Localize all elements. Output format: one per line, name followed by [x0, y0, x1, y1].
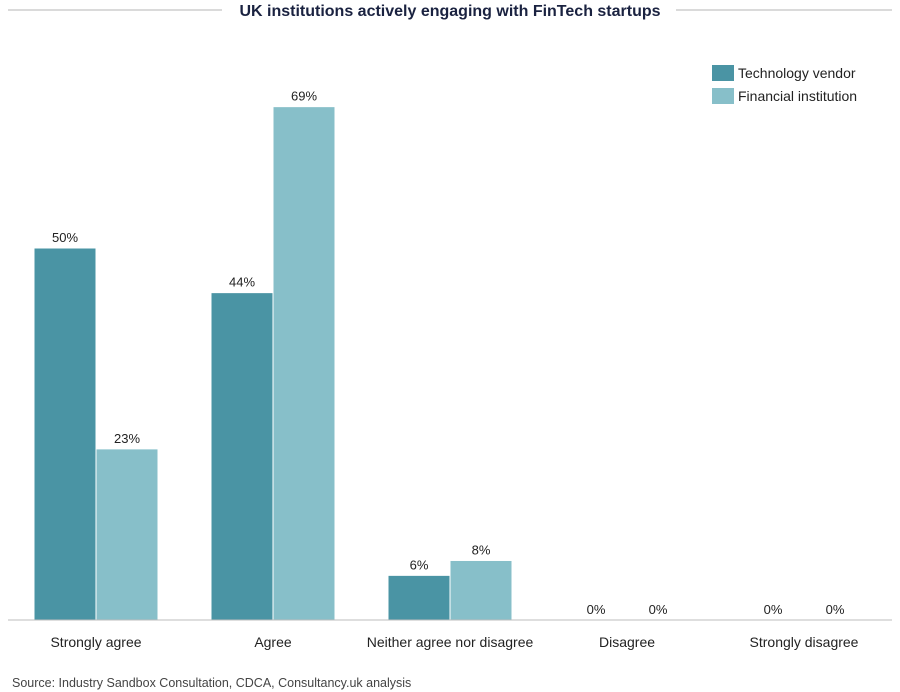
- data-label-strongly-disagree-series-1: 0%: [826, 602, 845, 617]
- bar-strongly-agree-series-1: [95, 448, 159, 621]
- legend-label-series-1: Financial institution: [738, 88, 857, 104]
- data-label-agree-series-1: 69%: [291, 89, 317, 104]
- bar-neither-agree-nor-disagree-series-0: [387, 574, 451, 621]
- x-tick-label: Agree: [254, 634, 292, 650]
- bar-agree-series-1: [272, 106, 336, 621]
- x-tick-labels: Strongly agree Agree Neither agree nor dis…: [50, 634, 858, 650]
- bar-neither-agree-nor-disagree-series-1: [449, 559, 513, 621]
- data-label-agree-series-0: 44%: [229, 275, 255, 290]
- data-label-strongly-agree-series-1: 23%: [114, 431, 140, 446]
- x-tick-label: Strongly disagree: [750, 634, 859, 650]
- data-label-neither-agree-nor-disagree-series-1: 8%: [472, 542, 491, 557]
- legend-swatch-series-0: [712, 65, 734, 81]
- chart-title: UK institutions actively engaging with F…: [239, 3, 660, 20]
- data-label-strongly-agree-series-0: 50%: [52, 230, 78, 245]
- x-tick-label: Neither agree nor disagree: [367, 634, 534, 650]
- data-label-strongly-disagree-series-0: 0%: [764, 602, 783, 617]
- x-tick-label: Disagree: [599, 634, 655, 650]
- legend-swatch-series-1: [712, 88, 734, 104]
- legend-label-series-0: Technology vendor: [738, 65, 856, 81]
- bar-strongly-agree-series-0: [33, 247, 97, 621]
- bar-agree-series-0: [210, 292, 274, 621]
- source-note: Source: Industry Sandbox Consultation, C…: [12, 676, 411, 690]
- x-tick-label: Strongly agree: [50, 634, 141, 650]
- data-label-neither-agree-nor-disagree-series-0: 6%: [410, 557, 429, 572]
- legend: Technology vendor Financial institution: [712, 65, 857, 104]
- data-label-disagree-series-0: 0%: [587, 602, 606, 617]
- data-label-disagree-series-1: 0%: [649, 602, 668, 617]
- bars-layer: 50% 23% 44% 69% 6% 8% 0% 0% 0% 0%: [33, 89, 845, 621]
